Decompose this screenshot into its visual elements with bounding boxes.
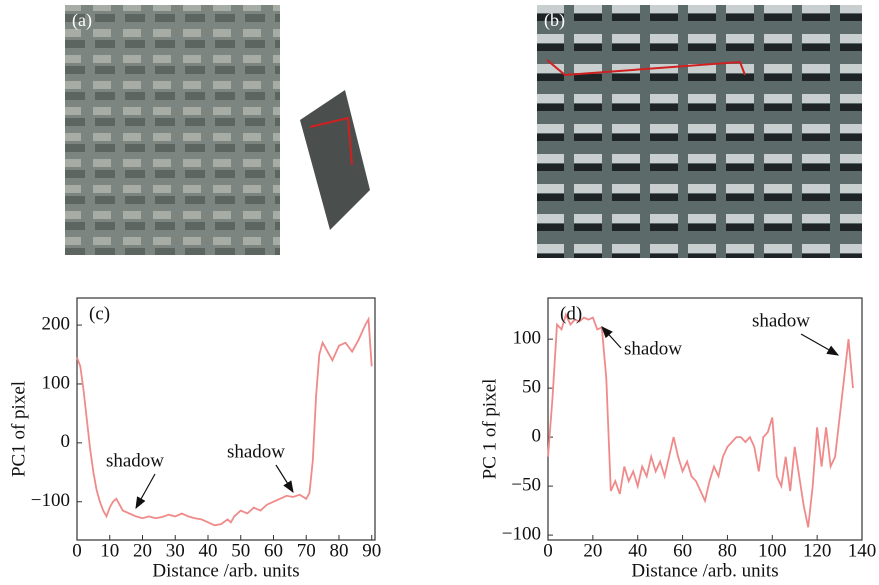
- x-tick-label: 0: [543, 540, 553, 561]
- image-a: (a): [65, 5, 370, 255]
- x-tick-label: 90: [362, 540, 381, 561]
- x-tick-label: 140: [848, 540, 877, 561]
- x-tick-label: 120: [803, 540, 832, 561]
- figure: (a) (b) 01020304050607080902001000−100(c…: [0, 0, 879, 585]
- y-tick-label: −100: [502, 523, 541, 544]
- x-tick-label: 60: [264, 540, 283, 561]
- x-tick-label: 0: [72, 540, 82, 561]
- image-label: (a): [72, 10, 92, 31]
- x-tick-label: 40: [628, 540, 647, 561]
- annotation-arrow: [276, 465, 293, 492]
- y-tick-label: 0: [532, 425, 542, 446]
- annotation: shadow: [624, 338, 682, 359]
- x-tick-label: 50: [231, 540, 250, 561]
- x-tick-label: 40: [198, 540, 217, 561]
- data-line: [77, 319, 372, 525]
- y-tick-label: −50: [511, 474, 541, 495]
- x-tick-label: 20: [133, 540, 152, 561]
- annotation-arrow: [801, 334, 838, 355]
- y-tick-label: 100: [42, 372, 71, 393]
- y-tick-label: 200: [42, 313, 71, 334]
- y-tick-label: 100: [513, 328, 542, 349]
- x-tick-label: 80: [329, 540, 348, 561]
- y-axis-label: PC1 of pixel: [8, 381, 29, 477]
- x-tick-label: 30: [166, 540, 185, 561]
- annotation: shadow: [227, 441, 285, 462]
- plot-frame: [548, 298, 862, 540]
- y-axis-label: PC 1 of pixel: [479, 379, 500, 480]
- annotation-arrow: [136, 474, 155, 508]
- image-label: (b): [544, 10, 565, 31]
- x-axis-label: Distance /arb. units: [152, 560, 299, 581]
- image-b: (b): [537, 5, 862, 258]
- plot-frame: [77, 298, 375, 540]
- annotation-arrow: [602, 327, 621, 348]
- x-tick-label: 70: [297, 540, 316, 561]
- x-tick-label: 10: [100, 540, 119, 561]
- y-tick-label: −100: [31, 490, 70, 511]
- annotation: shadow: [106, 450, 164, 471]
- x-tick-label: 80: [718, 540, 737, 561]
- x-axis-label: Distance /arb. units: [631, 560, 778, 581]
- data-line: [548, 315, 853, 528]
- y-tick-label: 50: [522, 376, 541, 397]
- x-tick-label: 60: [673, 540, 692, 561]
- x-tick-label: 100: [758, 540, 787, 561]
- panel-label: (d): [560, 303, 582, 324]
- y-tick-label: 0: [61, 431, 71, 452]
- panel-label: (c): [89, 303, 110, 324]
- x-tick-label: 20: [583, 540, 602, 561]
- annotation: shadow: [752, 310, 810, 331]
